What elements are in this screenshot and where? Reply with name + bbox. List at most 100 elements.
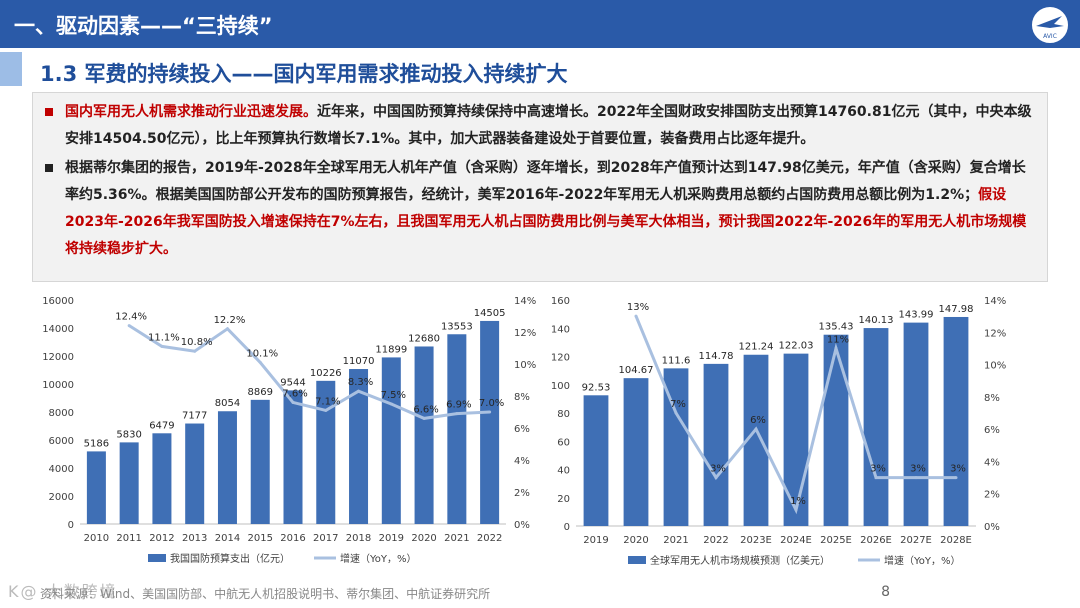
- growth-label: 3%: [910, 464, 926, 475]
- bar: [316, 380, 336, 524]
- growth-point: [193, 349, 197, 353]
- y-tick-label: 0: [564, 522, 570, 533]
- y2-tick-label: 0%: [514, 520, 530, 531]
- x-tick-label: 2020: [411, 533, 436, 544]
- growth-point: [914, 476, 918, 480]
- bar-value-label: 122.03: [779, 341, 814, 352]
- y-tick-label: 160: [551, 296, 570, 307]
- bar: [863, 328, 889, 526]
- bar-value-label: 6479: [149, 420, 174, 431]
- growth-point: [291, 400, 295, 404]
- growth-point: [794, 508, 798, 512]
- y-tick-label: 20: [557, 494, 570, 505]
- growth-point: [834, 346, 838, 350]
- growth-point: [324, 408, 328, 412]
- bullet-square-red: [45, 108, 53, 116]
- bar: [703, 363, 729, 526]
- bar-value-label: 7177: [182, 411, 207, 422]
- bar-value-label: 135.43: [819, 322, 854, 333]
- y-tick-label: 6000: [49, 436, 74, 447]
- growth-point: [754, 427, 758, 431]
- growth-label: 1%: [790, 496, 806, 507]
- growth-point: [634, 314, 638, 318]
- bar: [480, 320, 500, 524]
- bar-value-label: 14505: [474, 308, 506, 319]
- summary-box: 国内军用无人机需求推动行业迅速发展。近年来，中国国防预算持续保持中高速增长。20…: [32, 92, 1048, 282]
- growth-label: 11.1%: [148, 332, 180, 343]
- bar: [217, 411, 237, 524]
- legend-bar-label: 我国国防预算支出（亿元）: [170, 552, 290, 565]
- x-tick-label: 2019: [379, 533, 404, 544]
- growth-line: [128, 324, 490, 420]
- page-section-title: 一、驱动因素——“三持续”: [14, 14, 273, 38]
- growth-label: 8.3%: [348, 377, 373, 388]
- y-tick-label: 80: [557, 409, 570, 420]
- growth-point: [160, 344, 164, 348]
- y2-tick-label: 4%: [514, 456, 530, 467]
- growth-label: 6%: [750, 415, 766, 426]
- summary-paragraph-1: 国内军用无人机需求推动行业迅速发展。近年来，中国国防预算持续保持中高速增长。20…: [45, 99, 1035, 153]
- summary-paragraph-2: 根据蒂尔集团的报告，2019年-2028年全球军用无人机年产值（含采购）逐年增长…: [45, 155, 1035, 263]
- y-tick-label: 2000: [49, 492, 74, 503]
- x-tick-label: 2022: [477, 533, 502, 544]
- growth-point: [258, 360, 262, 364]
- growth-label: 7.5%: [381, 390, 406, 401]
- bar: [903, 322, 929, 526]
- p1-highlight: 国内军用无人机需求推动行业迅速发展。: [65, 104, 317, 120]
- source-note: 资料来源：Wind、美国国防部、中航无人机招股说明书、蒂尔集团、中航证券研究所: [40, 587, 491, 601]
- p1-text: 近年来，中国国防预算持续保持中高速增长。2022年全国财政安排国防支出预算147…: [65, 104, 1032, 147]
- growth-point: [455, 412, 459, 416]
- legend-bar-label: 全球军用无人机市场规模预测（亿美元）: [650, 554, 830, 567]
- bar: [447, 334, 467, 524]
- x-tick-label: 2014: [215, 533, 240, 544]
- x-tick-label: 2023E: [740, 535, 772, 546]
- bar: [414, 346, 434, 524]
- slide-subtitle: 1.3 军费的持续投入——国内军用需求推动投入持续扩大: [40, 62, 568, 86]
- bar-value-label: 143.99: [899, 310, 934, 321]
- legend-line-label: 增速（YoY，%）: [340, 552, 417, 565]
- growth-label: 3%: [870, 464, 886, 475]
- defense-budget-chart: 0 2000 4000 6000 8000 10000 12000 14000 16000 0% 2…: [42, 296, 536, 565]
- x-tick-label: 2013: [182, 533, 207, 544]
- page-number: 8: [881, 584, 890, 600]
- bar: [583, 395, 609, 526]
- bar: [381, 357, 401, 524]
- growth-point: [488, 410, 492, 414]
- p2-highlight: 假设2023年-2026年我军国防投入增速保持在7%左右，且我国军用无人机占国防…: [65, 187, 1027, 257]
- bar: [349, 369, 369, 524]
- x-tick-label: 2022: [703, 535, 728, 546]
- x-tick-label: 2025E: [820, 535, 852, 546]
- x-tick-label: 2027E: [900, 535, 932, 546]
- bar: [943, 316, 969, 526]
- x-tick-label: 2021: [444, 533, 469, 544]
- growth-label: 7.0%: [479, 398, 504, 409]
- x-tick-label: 2021: [663, 535, 688, 546]
- growth-point: [674, 411, 678, 415]
- bar-value-label: 5186: [84, 438, 109, 449]
- y2-tick-label: 2%: [514, 488, 530, 499]
- bar-value-label: 111.6: [662, 355, 691, 366]
- y2-tick-label: 14%: [984, 296, 1006, 307]
- growth-label: 13%: [627, 302, 649, 313]
- y-tick-label: 0: [68, 520, 74, 531]
- growth-label: 7%: [670, 399, 686, 410]
- y2-tick-label: 10%: [514, 360, 536, 371]
- growth-label: 6.9%: [446, 400, 471, 411]
- bar-value-label: 114.78: [699, 351, 734, 362]
- y2-tick-label: 12%: [514, 328, 536, 339]
- y-tick-label: 14000: [42, 324, 74, 335]
- y-tick-label: 4000: [49, 464, 74, 475]
- bar-value-label: 8054: [215, 398, 240, 409]
- x-tick-label: 2026E: [860, 535, 892, 546]
- bullet-square-black: [45, 164, 53, 172]
- bar: [283, 390, 303, 524]
- bar-value-label: 9544: [280, 377, 305, 388]
- legend-line-label: 增速（YoY，%）: [884, 554, 961, 567]
- y2-tick-label: 14%: [514, 296, 536, 307]
- growth-point: [422, 416, 426, 420]
- y-tick-label: 100: [551, 381, 570, 392]
- plane-icon: [1036, 16, 1064, 28]
- bar-value-label: 92.53: [582, 382, 611, 393]
- bar-value-label: 8869: [248, 387, 273, 398]
- bar: [185, 423, 205, 524]
